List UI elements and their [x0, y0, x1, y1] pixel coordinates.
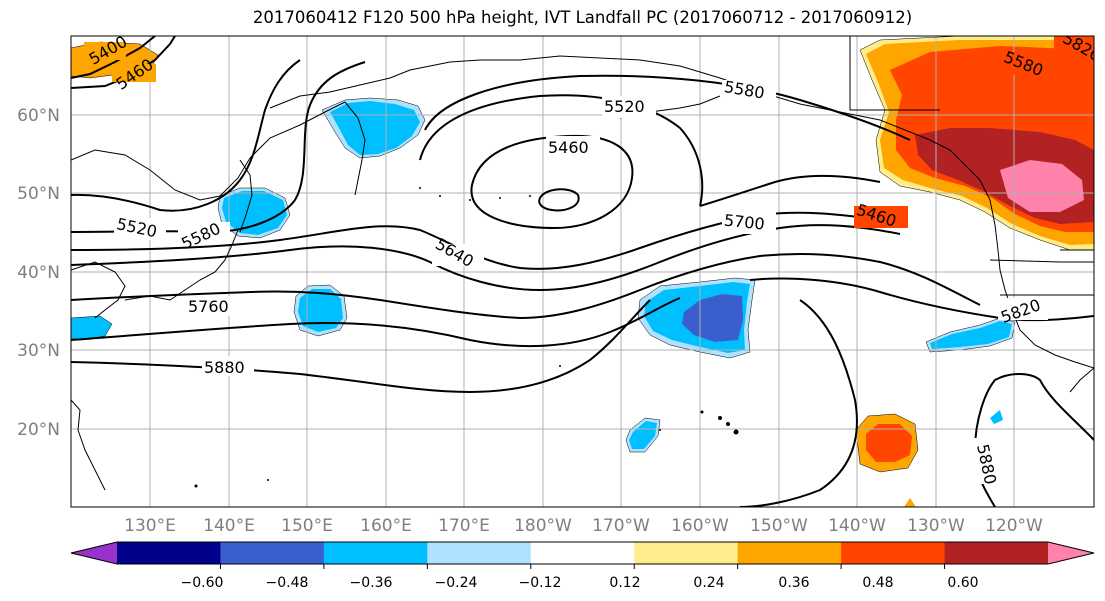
- lon-label: 170°W: [592, 516, 650, 536]
- contour-5700: [71, 224, 901, 292]
- anomaly-pink-northeast: [1000, 160, 1084, 212]
- lon-label: 160°E: [360, 516, 412, 536]
- contour-label: 5880: [204, 358, 245, 377]
- colorbar-tick-label: −0.12: [519, 575, 562, 591]
- colorbar-tick-label: 0.12: [609, 575, 640, 591]
- lat-label: 40°N: [17, 263, 60, 283]
- map-content: 5400 5460 5520 5580 5460 5520 5580 5640 …: [71, 36, 1094, 507]
- colorbar-segment: [220, 542, 325, 564]
- lon-label: 140°W: [828, 516, 886, 536]
- colorbar-segment: [737, 542, 842, 564]
- contour-label: 5760: [188, 297, 229, 316]
- contour-label: 5460: [548, 138, 589, 157]
- contour-5400-nw: [71, 36, 156, 79]
- contour-5580-upper: [424, 74, 911, 141]
- colorbar-extend-low: [71, 542, 117, 564]
- longitude-labels: 130°E 140°E 150°E 160°E 170°E 180°W 170°…: [124, 516, 1043, 536]
- colorbar-tick-label: 0.36: [778, 575, 809, 591]
- colorbar-segments: [70, 541, 1095, 565]
- lat-label: 60°N: [17, 106, 60, 126]
- anomaly-darkblue-central: [682, 294, 743, 342]
- lon-label: 130°W: [907, 516, 965, 536]
- anomaly-blue-west: [71, 315, 113, 341]
- colorbar: −0.60 −0.48 −0.36 −0.24 −0.12 0.12 0.24 …: [70, 541, 1095, 591]
- colorbar-segment: [427, 542, 532, 564]
- colorbar-segment: [323, 542, 428, 564]
- colorbar-tick-label: −0.36: [350, 575, 393, 591]
- islands: [194, 187, 739, 488]
- colorbar-tick-label: −0.60: [181, 575, 224, 591]
- lon-label: 130°E: [124, 516, 176, 536]
- colorbar-segment: [634, 542, 739, 564]
- map-frame: [70, 35, 1095, 508]
- lon-label: 150°W: [750, 516, 808, 536]
- colorbar-segment: [117, 542, 221, 564]
- lon-label: 170°E: [438, 516, 490, 536]
- contour-5760: [71, 253, 981, 320]
- colorbar-outline: [70, 541, 1095, 565]
- colorbar-tick-label: −0.24: [435, 575, 478, 591]
- lat-label: 30°N: [17, 341, 60, 361]
- contour-label: 5520: [604, 97, 645, 116]
- map-title: 2017060412 F120 500 hPa height, IVT Land…: [252, 8, 913, 27]
- colorbar-tick-label: 0.60: [947, 575, 978, 591]
- colorbar-tick-label: −0.48: [266, 575, 309, 591]
- lat-label: 50°N: [17, 184, 60, 204]
- contour-5820: [71, 277, 1094, 348]
- colorbar-extend-high: [1048, 542, 1094, 564]
- colorbar-tick-label: 0.48: [862, 575, 893, 591]
- contour-label: 5700: [723, 211, 765, 234]
- contour-closed-small: [538, 188, 580, 212]
- colorbar-segment: [530, 542, 635, 564]
- latitude-labels: 20°N 30°N 40°N 50°N 60°N: [17, 106, 60, 440]
- lon-label: 140°E: [203, 516, 255, 536]
- colorbar-tick-label: 0.24: [693, 575, 724, 591]
- lon-label: 150°E: [281, 516, 333, 536]
- lon-label: 180°W: [514, 516, 572, 536]
- lon-label: 120°W: [985, 516, 1043, 536]
- colorbar-segment: [944, 542, 1049, 564]
- lat-label: 20°N: [17, 420, 60, 440]
- lon-label: 160°W: [671, 516, 729, 536]
- colorbar-ticks: [219, 564, 946, 569]
- contour-5460-low: [470, 134, 634, 230]
- colorbar-segment: [841, 542, 946, 564]
